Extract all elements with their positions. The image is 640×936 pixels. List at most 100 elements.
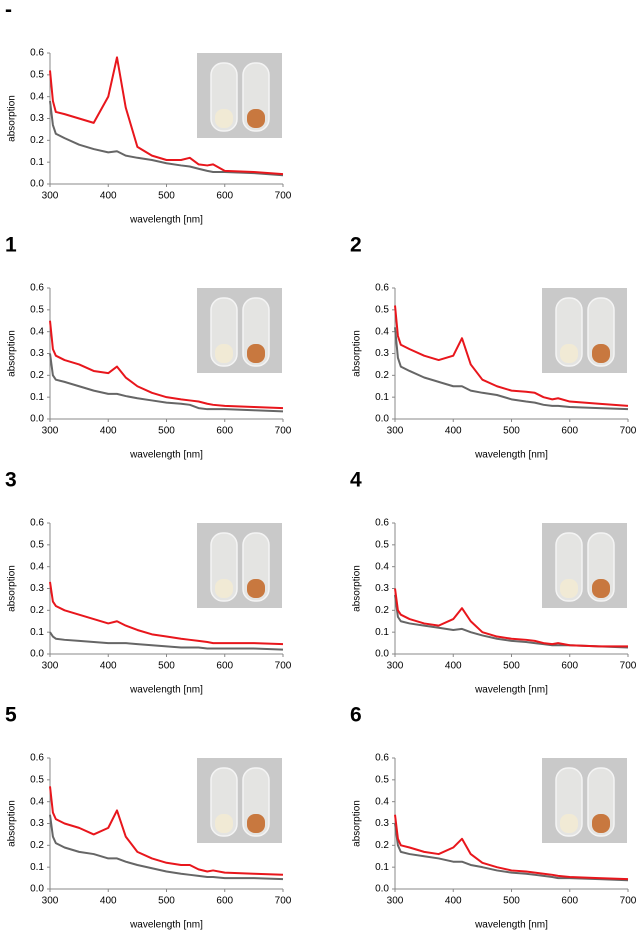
y-tick-label: 0.6 (30, 48, 44, 59)
y-axis-label: absorption (7, 800, 18, 847)
x-tick-label: 700 (275, 191, 292, 202)
x-tick-label: 700 (275, 426, 292, 437)
x-axis-label: wavelength [nm] (474, 685, 548, 696)
y-tick-label: 0.3 (30, 348, 44, 359)
tube-content (560, 579, 578, 598)
series-line (49, 100, 284, 177)
y-tick-label: 0.0 (30, 649, 44, 660)
x-tick-label: 600 (216, 191, 233, 202)
series-line (394, 823, 629, 882)
series-line (394, 814, 629, 881)
panel-label: 2 (350, 234, 362, 257)
x-tick-label: 500 (158, 661, 175, 672)
tube-content (247, 344, 265, 363)
tube-content (592, 579, 610, 598)
y-tick-label: 0.5 (375, 304, 389, 315)
y-tick-label: 0.2 (30, 840, 44, 851)
tube-content (560, 814, 578, 833)
y-tick-label: 0.1 (30, 627, 44, 638)
chart-panel: 6 0.0 0.1 0.2 0.3 0.4 0.5 0.6 300 400 500 600 700 wav… (350, 704, 637, 931)
x-tick-label: 500 (503, 896, 520, 907)
y-tick-label: 0.5 (375, 774, 389, 785)
x-tick-label: 700 (275, 661, 292, 672)
y-tick-label: 0.4 (30, 91, 44, 102)
x-tick-label: 700 (275, 896, 292, 907)
x-tick-label: 600 (216, 896, 233, 907)
x-tick-label: 300 (42, 191, 59, 202)
x-tick-label: 300 (387, 661, 404, 672)
series-line (49, 786, 284, 876)
y-axis-label: absorption (352, 330, 363, 377)
y-tick-label: 0.5 (30, 774, 44, 785)
series-line (49, 814, 284, 881)
x-tick-label: 300 (42, 426, 59, 437)
series-line (49, 581, 284, 646)
chart-panel: 5 0.0 0.1 0.2 0.3 0.4 0.5 0.6 300 400 500 600 700 wav… (5, 704, 292, 931)
tube-content (247, 109, 265, 128)
x-axis-label: wavelength [nm] (474, 920, 548, 931)
tube-content (247, 814, 265, 833)
y-tick-label: 0.5 (30, 304, 44, 315)
y-tick-label: 0.4 (375, 561, 389, 572)
y-tick-label: 0.0 (30, 414, 44, 425)
x-tick-label: 700 (620, 896, 637, 907)
x-tick-label: 400 (445, 661, 462, 672)
panel-label: 6 (350, 704, 362, 727)
y-tick-label: 0.6 (375, 283, 389, 294)
tube-content (560, 344, 578, 363)
panel-label: 1 (5, 234, 17, 257)
panel-label: 5 (5, 704, 17, 727)
series-line (49, 631, 284, 651)
y-tick-label: 0.3 (375, 348, 389, 359)
x-tick-label: 300 (387, 426, 404, 437)
x-tick-label: 400 (100, 661, 117, 672)
y-tick-label: 0.4 (30, 796, 44, 807)
y-tick-label: 0.0 (375, 649, 389, 660)
y-axis-label: absorption (352, 565, 363, 612)
y-tick-label: 0.1 (375, 862, 389, 873)
y-axis-label: absorption (7, 330, 18, 377)
x-tick-label: 500 (158, 896, 175, 907)
tube-content (215, 109, 233, 128)
x-tick-label: 500 (503, 426, 520, 437)
y-axis-label: absorption (7, 95, 18, 142)
x-tick-label: 400 (100, 896, 117, 907)
chart-panel: 1 0.0 0.1 0.2 0.3 0.4 0.5 0.6 300 400 500 600 700 wav… (5, 234, 292, 461)
y-tick-label: 0.0 (30, 884, 44, 895)
tube-content (247, 579, 265, 598)
x-tick-label: 400 (100, 191, 117, 202)
x-axis-label: wavelength [nm] (129, 215, 203, 226)
y-tick-label: 0.6 (30, 753, 44, 764)
y-tick-label: 0.6 (375, 518, 389, 529)
x-axis-label: wavelength [nm] (474, 450, 548, 461)
x-tick-label: 600 (216, 661, 233, 672)
x-axis-label: wavelength [nm] (129, 920, 203, 931)
y-tick-label: 0.6 (375, 753, 389, 764)
x-tick-label: 600 (561, 896, 578, 907)
x-tick-label: 300 (42, 661, 59, 672)
series-line (394, 305, 629, 407)
chart-panel: 2 0.0 0.1 0.2 0.3 0.4 0.5 0.6 300 400 500 600 700 wav… (350, 234, 637, 461)
x-tick-label: 600 (561, 426, 578, 437)
y-tick-label: 0.3 (30, 113, 44, 124)
series-line (49, 56, 284, 176)
x-tick-label: 700 (620, 661, 637, 672)
tube-content (592, 814, 610, 833)
panel-label: 4 (350, 469, 362, 492)
x-tick-label: 500 (158, 426, 175, 437)
y-tick-label: 0.5 (30, 69, 44, 80)
y-tick-label: 0.2 (375, 605, 389, 616)
x-tick-label: 700 (620, 426, 637, 437)
y-tick-label: 0.3 (375, 583, 389, 594)
series-line (49, 353, 284, 413)
y-axis-label: absorption (7, 565, 18, 612)
chart-panel: - 0.0 0.1 0.2 0.3 0.4 0.5 0.6 300 400 500 600 700 wav… (5, 0, 292, 226)
y-tick-label: 0.0 (30, 179, 44, 190)
y-tick-label: 0.4 (30, 326, 44, 337)
y-tick-label: 0.1 (30, 157, 44, 168)
y-tick-label: 0.1 (375, 392, 389, 403)
y-tick-label: 0.4 (30, 561, 44, 572)
series-line (49, 320, 284, 410)
x-axis-label: wavelength [nm] (129, 450, 203, 461)
